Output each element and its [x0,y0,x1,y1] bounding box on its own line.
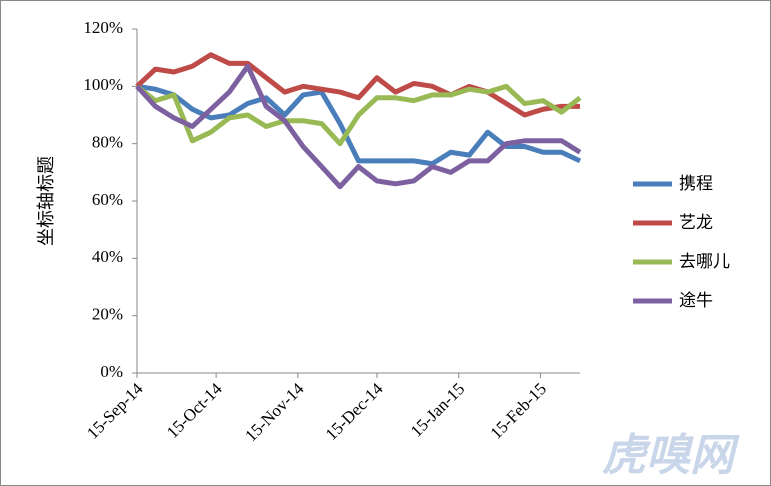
series-line [135,83,582,147]
legend-label: 携程 [679,174,713,194]
legend-label: 去哪儿 [679,252,730,272]
series-line [135,52,580,118]
legend-label: 艺龙 [679,213,713,233]
series-line [135,63,582,190]
y-tick-label: 0% [100,362,123,381]
legend-label: 途牛 [679,291,713,311]
watermark: 虎嗅网 [602,430,740,481]
y-axis-title: 坐标轴标题 [36,156,57,246]
y-tick-label: 120% [83,18,123,37]
y-tick-label: 60% [92,190,123,209]
y-tick-label: 40% [92,247,123,266]
y-tick-label: 20% [92,305,123,324]
y-tick-label: 100% [83,75,123,94]
y-tick-label: 80% [92,133,123,152]
